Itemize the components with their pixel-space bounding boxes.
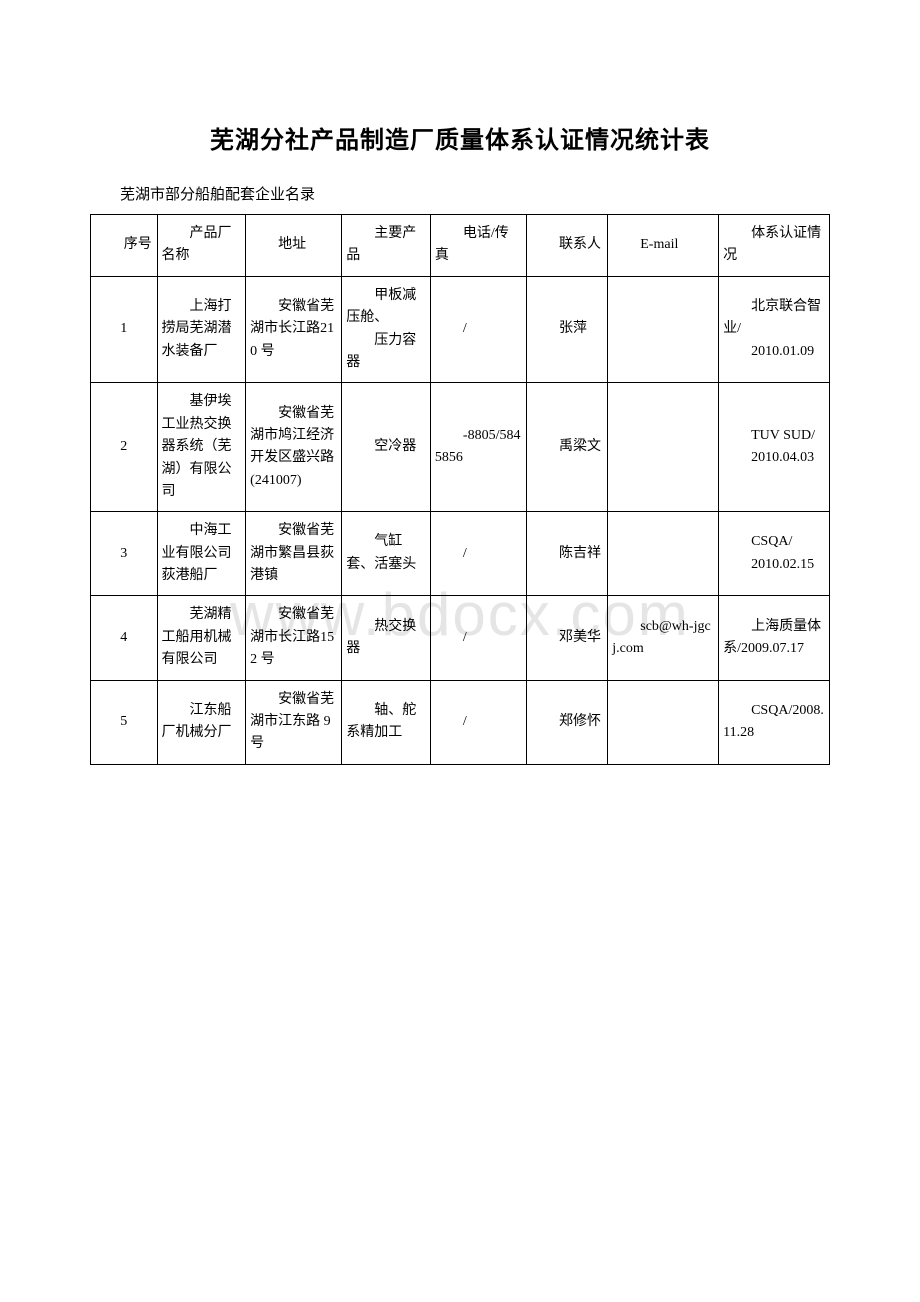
table-body: 1 上海打捞局芜湖潜水装备厂 安徽省芜湖市长江路210 号 甲板减压舱、压力容器… [91,276,830,764]
cell-seq: 1 [91,276,158,383]
page-title: 芜湖分社产品制造厂质量体系认证情况统计表 [90,120,830,155]
cell-product: 轴、舵系精加工 [342,680,431,764]
cell-email [608,680,719,764]
table-row: 4 芜湖精工船用机械有限公司 安徽省芜湖市长江路152 号 热交换器 / 邓美华… [91,596,830,680]
cell-seq: 4 [91,596,158,680]
table-row: 5 江东船厂机械分厂 安徽省芜湖市江东路 9号 轴、舵系精加工 / 郑修怀 CS… [91,680,830,764]
cell-cert: 北京联合智业/2010.01.09 [719,276,830,383]
cell-cert: CSQA/2010.02.15 [719,512,830,596]
cell-contact: 邓美华 [526,596,607,680]
header-product: 主要产品 [342,215,431,277]
header-tel: 电话/传真 [430,215,526,277]
cell-tel: / [430,512,526,596]
cell-product: 空冷器 [342,383,431,512]
cell-cert: TUV SUD/2010.04.03 [719,383,830,512]
cell-name: 中海工业有限公司荻港船厂 [157,512,246,596]
cell-tel: / [430,276,526,383]
header-addr: 地址 [246,215,342,277]
cell-addr: 安徽省芜湖市长江路152 号 [246,596,342,680]
table-header-row: 序号 产品厂名称 地址 主要产品 电话/传真 联系人 E-mail 体系认证情况 [91,215,830,277]
cell-contact: 张萍 [526,276,607,383]
cell-email [608,512,719,596]
cell-email [608,383,719,512]
cell-tel: / [430,680,526,764]
cell-cert: CSQA/2008.11.28 [719,680,830,764]
cell-name: 江东船厂机械分厂 [157,680,246,764]
cell-product: 热交换器 [342,596,431,680]
table-row: 2 基伊埃工业热交换器系统（芜湖）有限公司 安徽省芜湖市鸠江经济开发区盛兴路(2… [91,383,830,512]
cell-tel: / [430,596,526,680]
cell-email: scb@wh-jgcj.com [608,596,719,680]
header-contact: 联系人 [526,215,607,277]
cell-seq: 5 [91,680,158,764]
table-row: 3 中海工业有限公司荻港船厂 安徽省芜湖市繁昌县荻港镇 气缸套、活塞头 / 陈吉… [91,512,830,596]
data-table: 序号 产品厂名称 地址 主要产品 电话/传真 联系人 E-mail 体系认证情况… [90,214,830,765]
header-cert: 体系认证情况 [719,215,830,277]
table-row: 1 上海打捞局芜湖潜水装备厂 安徽省芜湖市长江路210 号 甲板减压舱、压力容器… [91,276,830,383]
cell-product: 甲板减压舱、压力容器 [342,276,431,383]
cell-name: 基伊埃工业热交换器系统（芜湖）有限公司 [157,383,246,512]
cell-contact: 陈吉祥 [526,512,607,596]
header-email: E-mail [608,215,719,277]
cell-addr: 安徽省芜湖市江东路 9号 [246,680,342,764]
cell-addr: 安徽省芜湖市鸠江经济开发区盛兴路(241007) [246,383,342,512]
cell-seq: 2 [91,383,158,512]
cell-addr: 安徽省芜湖市繁昌县荻港镇 [246,512,342,596]
cell-name: 上海打捞局芜湖潜水装备厂 [157,276,246,383]
cell-name: 芜湖精工船用机械有限公司 [157,596,246,680]
cell-addr: 安徽省芜湖市长江路210 号 [246,276,342,383]
cell-contact: 禹梁文 [526,383,607,512]
header-seq: 序号 [91,215,158,277]
cell-cert: 上海质量体系/2009.07.17 [719,596,830,680]
cell-tel: -8805/5845856 [430,383,526,512]
header-name: 产品厂名称 [157,215,246,277]
cell-product: 气缸套、活塞头 [342,512,431,596]
cell-email [608,276,719,383]
cell-seq: 3 [91,512,158,596]
cell-contact: 郑修怀 [526,680,607,764]
page-subtitle: 芜湖市部分船舶配套企业名录 [90,183,830,204]
